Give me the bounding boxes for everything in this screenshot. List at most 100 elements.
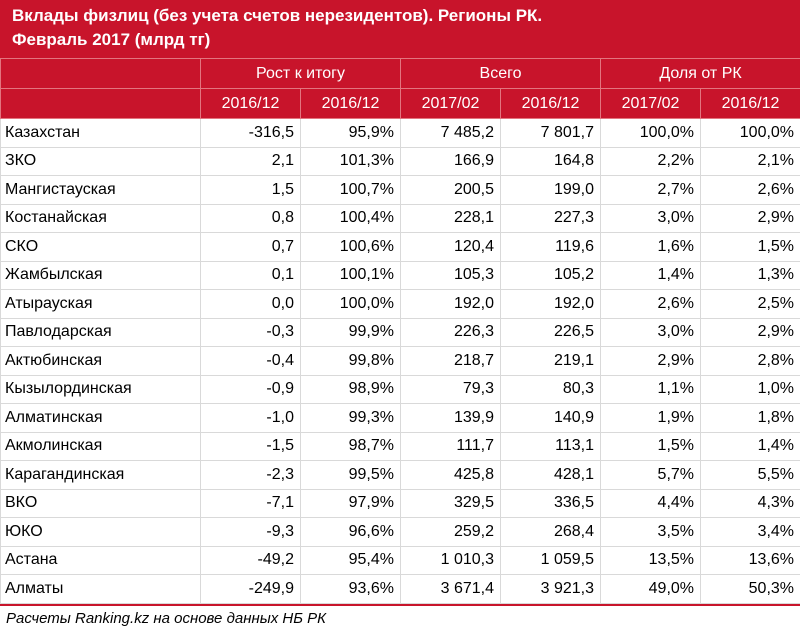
value-cell: 0,0 [200,289,301,319]
value-cell: 111,7 [400,431,501,461]
header-region-blank [0,58,201,89]
header-group-growth: Рост к итогу [200,58,401,89]
value-cell: 3,0% [600,203,702,233]
title-line-1: Вклады физлиц (без учета счетов нерезиде… [12,6,543,25]
value-cell: 99,9% [300,317,401,347]
value-cell: 1,6% [600,232,702,262]
value-cell: 336,5 [499,488,602,518]
table-row: Кызылординская -0,9 98,9% 79,3 80,3 1,1% 1,0% [0,374,800,404]
value-cell: 166,9 [400,146,501,176]
value-cell: 7 801,7 [499,118,602,148]
value-cell: -1,5 [200,431,301,461]
value-cell: 3,0% [600,317,702,347]
value-cell: 2,9% [700,203,800,233]
value-cell: 3,5% [600,517,702,547]
value-cell: 199,0 [499,175,602,205]
value-cell: 228,1 [400,203,501,233]
value-cell: 100,1% [300,260,401,290]
value-cell: -0,4 [200,346,301,376]
table-row: Павлодарская -0,3 99,9% 226,3 226,5 3,0% 2,9% [0,317,800,347]
value-cell: -49,2 [200,545,301,575]
value-cell: 1,5% [700,232,800,262]
region-name-cell: Павлодарская [0,317,201,347]
value-cell: -0,9 [200,374,301,404]
value-cell: 226,3 [400,317,501,347]
value-cell: -9,3 [200,517,301,547]
table-title: Вклады физлиц (без учета счетов нерезиде… [0,0,800,58]
table-body: Казахстан -316,5 95,9% 7 485,2 7 801,7 100,0%… [0,118,800,604]
value-cell: 2,8% [700,346,800,376]
value-cell: 1,4% [600,260,702,290]
table-row: Карагандинская -2,3 99,5% 425,8 428,1 5,7% 5,5… [0,460,800,490]
value-cell: 2,7% [600,175,702,205]
value-cell: 100,0% [300,289,401,319]
value-cell: 3 671,4 [400,574,501,604]
region-name-cell: Алматы [0,574,201,604]
value-cell: 2,6% [600,289,702,319]
value-cell: 13,5% [600,545,702,575]
region-name-cell: Атырауская [0,289,201,319]
value-cell: 2,2% [600,146,702,176]
value-cell: 329,5 [400,488,501,518]
region-name-cell: Костанайская [0,203,201,233]
table-row: Акмолинская -1,5 98,7% 111,7 113,1 1,5% 1,4% [0,431,800,461]
value-cell: 2,1% [700,146,800,176]
value-cell: 0,7 [200,232,301,262]
value-cell: -249,9 [200,574,301,604]
value-cell: 226,5 [499,317,602,347]
region-name-cell: Акмолинская [0,431,201,461]
table-row: Казахстан -316,5 95,9% 7 485,2 7 801,7 100,0%… [0,118,800,148]
header-subcol: 2016/12 [200,88,301,119]
value-cell: -2,3 [200,460,301,490]
value-cell: 218,7 [400,346,501,376]
header-subcol: 2016/12 [700,88,800,119]
value-cell: 0,8 [200,203,301,233]
value-cell: 120,4 [400,232,501,262]
value-cell: 99,3% [300,403,401,433]
value-cell: 113,1 [499,431,602,461]
region-name-cell: СКО [0,232,201,262]
table-row: Жамбылская 0,1 100,1% 105,3 105,2 1,4% 1,3% [0,260,800,290]
table-row: Мангистауская 1,5 100,7% 200,5 199,0 2,7% 2,6% [0,175,800,205]
value-cell: 1,1% [600,374,702,404]
value-cell: 100,0% [600,118,702,148]
header-subcol: 2017/02 [600,88,702,119]
deposits-table: Рост к итогу Всего Доля от РК 2016/12 20… [0,58,800,604]
value-cell: 1 059,5 [499,545,602,575]
value-cell: 5,5% [700,460,800,490]
value-cell: 79,3 [400,374,501,404]
value-cell: 268,4 [499,517,602,547]
value-cell: 164,8 [499,146,602,176]
value-cell: 3,4% [700,517,800,547]
header-subcol: 2017/02 [400,88,501,119]
value-cell: 100,6% [300,232,401,262]
value-cell: 95,4% [300,545,401,575]
value-cell: 1 010,3 [400,545,501,575]
value-cell: 80,3 [499,374,602,404]
value-cell: 105,2 [499,260,602,290]
value-cell: 2,1 [200,146,301,176]
value-cell: -1,0 [200,403,301,433]
region-name-cell: Алматинская [0,403,201,433]
value-cell: 1,5% [600,431,702,461]
value-cell: 105,3 [400,260,501,290]
value-cell: 1,8% [700,403,800,433]
table-row: Астана -49,2 95,4% 1 010,3 1 059,5 13,5% 13,6% [0,545,800,575]
table-row: Актюбинская -0,4 99,8% 218,7 219,1 2,9% 2,8% [0,346,800,376]
header-group-total: Всего [399,58,602,89]
region-name-cell: Казахстан [0,118,201,148]
region-name-cell: Астана [0,545,201,575]
value-cell: 4,3% [700,488,800,518]
region-name-cell: Кызылординская [0,374,201,404]
value-cell: 1,0% [700,374,800,404]
value-cell: 96,6% [300,517,401,547]
value-cell: 5,7% [600,460,702,490]
value-cell: 119,6 [499,232,602,262]
value-cell: 1,4% [700,431,800,461]
value-cell: 95,9% [300,118,401,148]
value-cell: 3 921,3 [499,574,602,604]
table-row: Костанайская 0,8 100,4% 228,1 227,3 3,0% 2,9% [0,203,800,233]
region-name-cell: ЮКО [0,517,201,547]
value-cell: 1,3% [700,260,800,290]
